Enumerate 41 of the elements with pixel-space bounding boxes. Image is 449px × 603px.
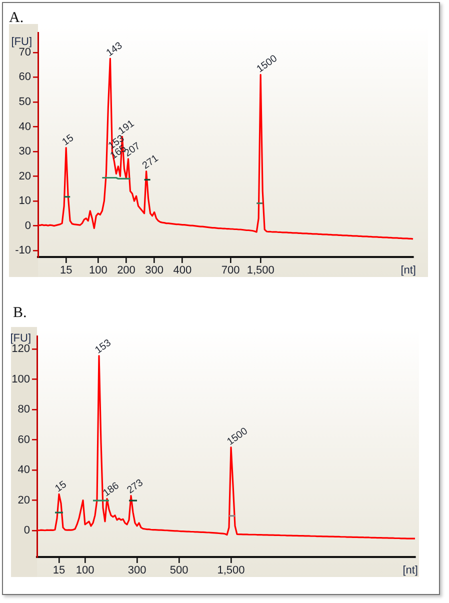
y-axis-title: [FU] <box>10 332 31 345</box>
y-tick-label: 50 <box>18 96 31 108</box>
y-tick-label: 40 <box>18 464 30 476</box>
annotation: 143 <box>104 40 125 60</box>
x-tick-label: 100 <box>88 264 108 277</box>
chart-title: B. <box>13 305 27 321</box>
x-tick-label: 100 <box>76 564 94 577</box>
y-tick-label: 70 <box>18 46 31 58</box>
y-axis-title: [FU] <box>11 36 32 48</box>
y-tick-label: 60 <box>18 71 31 84</box>
y-tick-label: 0 <box>24 524 30 537</box>
x-tick-label: 400 <box>173 264 192 277</box>
y-tick-label: 20 <box>18 494 30 506</box>
x-axis-title: [nt] <box>400 264 416 277</box>
y-tick-label: 30 <box>18 146 31 158</box>
annotation: 271 <box>140 152 161 172</box>
y-tick-label: 100 <box>12 373 30 386</box>
x-tick-label: 15 <box>60 264 72 277</box>
y-tick-label: 20 <box>18 170 31 182</box>
annotation: 15 <box>53 478 70 495</box>
y-tick-label: 40 <box>18 120 31 133</box>
x-axis-title: [nt] <box>402 564 418 577</box>
y-tick-label: 0 <box>24 220 31 232</box>
annotation: 186 <box>101 480 122 500</box>
y-tick-label: 80 <box>18 404 30 416</box>
chart-title: A. <box>9 10 24 26</box>
annotation: 15 <box>60 132 76 148</box>
x-tick-label: 300 <box>128 564 146 577</box>
x-tick-label: 15 <box>52 564 66 577</box>
x-tick-label: 700 <box>221 264 240 277</box>
y-tick-label: 10 <box>18 195 31 208</box>
annotation: 273 <box>125 477 146 496</box>
x-tick-label: 1,500 <box>217 564 245 577</box>
x-tick-label: 300 <box>145 264 164 277</box>
y-tick-label: -10 <box>15 244 31 257</box>
annotation: 153 <box>93 337 114 356</box>
x-tick-label: 200 <box>117 264 136 277</box>
y-tick-label: 60 <box>18 434 30 446</box>
y-tick-label: 120 <box>12 343 30 356</box>
x-tick-label: 1,500 <box>246 264 274 277</box>
x-tick-label: 500 <box>170 564 188 577</box>
